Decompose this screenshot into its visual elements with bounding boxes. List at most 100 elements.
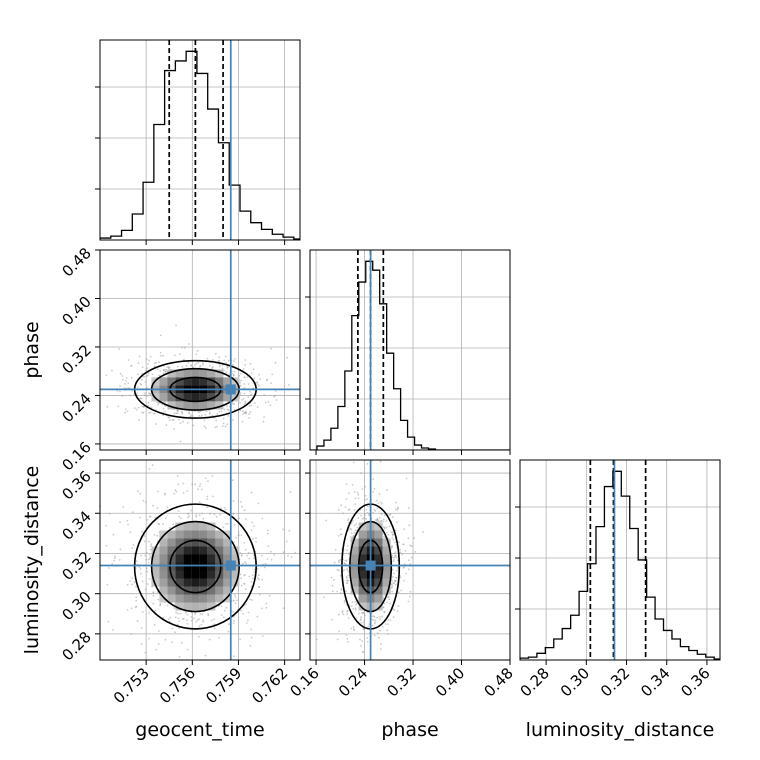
sample-point [141, 411, 143, 414]
sample-point [226, 405, 228, 408]
sample-point [392, 576, 394, 578]
sample-point [219, 365, 222, 368]
sample-point [199, 612, 202, 615]
sample-point [345, 559, 348, 562]
sample-point [337, 569, 340, 572]
sample-point [385, 531, 388, 534]
sample-point [149, 355, 152, 358]
sample-point [394, 583, 397, 586]
sample-point [202, 362, 204, 364]
density-cell [223, 570, 232, 579]
sample-point [157, 522, 160, 525]
density-cell [358, 546, 367, 555]
sample-point [143, 394, 146, 397]
sample-point [209, 364, 211, 367]
sample-point [141, 611, 144, 613]
density-cell [374, 546, 383, 555]
sample-point [250, 491, 253, 494]
sample-point [148, 554, 151, 556]
sample-point [360, 621, 363, 624]
sample-point [145, 558, 147, 561]
sample-point [143, 535, 146, 537]
sample-point [175, 611, 178, 614]
sample-point [397, 591, 400, 594]
sample-point [141, 366, 144, 368]
sample-point [403, 528, 406, 531]
sample-point [198, 501, 201, 503]
sample-point [346, 549, 348, 552]
sample-point [133, 407, 136, 409]
sample-point [253, 377, 256, 380]
sample-point [218, 637, 220, 639]
sample-point [176, 365, 179, 368]
sample-point [392, 616, 395, 618]
sample-point [135, 585, 137, 588]
sample-point [94, 579, 96, 581]
y-axis-label-luminosity-distance: luminosity_distance [21, 466, 43, 655]
sample-point [148, 578, 151, 580]
density-cell [350, 586, 359, 595]
sample-point [195, 514, 198, 517]
hist-panel-luminosity-distance: 0.28 0.30 0.32 0.34 0.36 [515, 459, 721, 700]
sample-point [174, 631, 176, 634]
sample-point [390, 531, 393, 533]
density-cell [215, 594, 224, 603]
density-cell [159, 530, 168, 539]
sample-point [130, 365, 133, 367]
x-tick-label: 0.16 [287, 664, 323, 700]
x-axis-label-luminosity-distance: luminosity_distance [526, 719, 715, 741]
sample-point [239, 573, 242, 576]
density-cell [374, 578, 383, 587]
sample-point [357, 493, 360, 496]
sample-point [250, 628, 253, 631]
sample-point [168, 526, 171, 529]
sample-point [256, 406, 259, 408]
sample-point [148, 637, 150, 640]
sample-point [331, 584, 334, 587]
sample-point [222, 616, 225, 619]
sample-point [338, 613, 340, 616]
sample-point [391, 580, 393, 582]
sample-point [395, 501, 397, 504]
sample-point [393, 609, 396, 611]
sample-point [144, 588, 147, 591]
density-cell [207, 369, 216, 378]
sample-point [347, 579, 350, 582]
density-cell [358, 594, 367, 603]
sample-point [151, 464, 154, 467]
sample-point [150, 543, 153, 546]
sample-point [282, 551, 285, 554]
sample-point [247, 619, 249, 622]
sample-point [409, 563, 411, 565]
sample-point [407, 507, 410, 509]
sample-point [347, 509, 350, 512]
sample-point [131, 547, 134, 550]
sample-point [397, 507, 399, 510]
sample-point [396, 508, 399, 511]
sample-point [394, 579, 397, 582]
sample-point [186, 648, 189, 651]
sample-point [366, 637, 369, 639]
sample-point [155, 648, 158, 651]
sample-point [391, 545, 394, 548]
sample-point [118, 559, 121, 561]
sample-point [239, 381, 241, 384]
sample-point [336, 638, 339, 641]
sample-point [286, 356, 288, 359]
sample-point [140, 384, 143, 386]
sample-point [257, 502, 260, 505]
sample-point [394, 541, 396, 544]
sample-point [181, 346, 184, 349]
hist-series-geocent-time [100, 50, 300, 240]
sample-point [248, 413, 251, 416]
sample-point [137, 490, 140, 493]
density-cell [215, 578, 224, 587]
density-cell [207, 578, 216, 587]
sample-point [387, 619, 390, 621]
sample-point [93, 610, 95, 612]
sample-point [157, 643, 160, 645]
sample-point [143, 406, 145, 408]
sample-point [182, 492, 185, 494]
sample-point [184, 346, 186, 349]
sample-point [227, 522, 229, 525]
